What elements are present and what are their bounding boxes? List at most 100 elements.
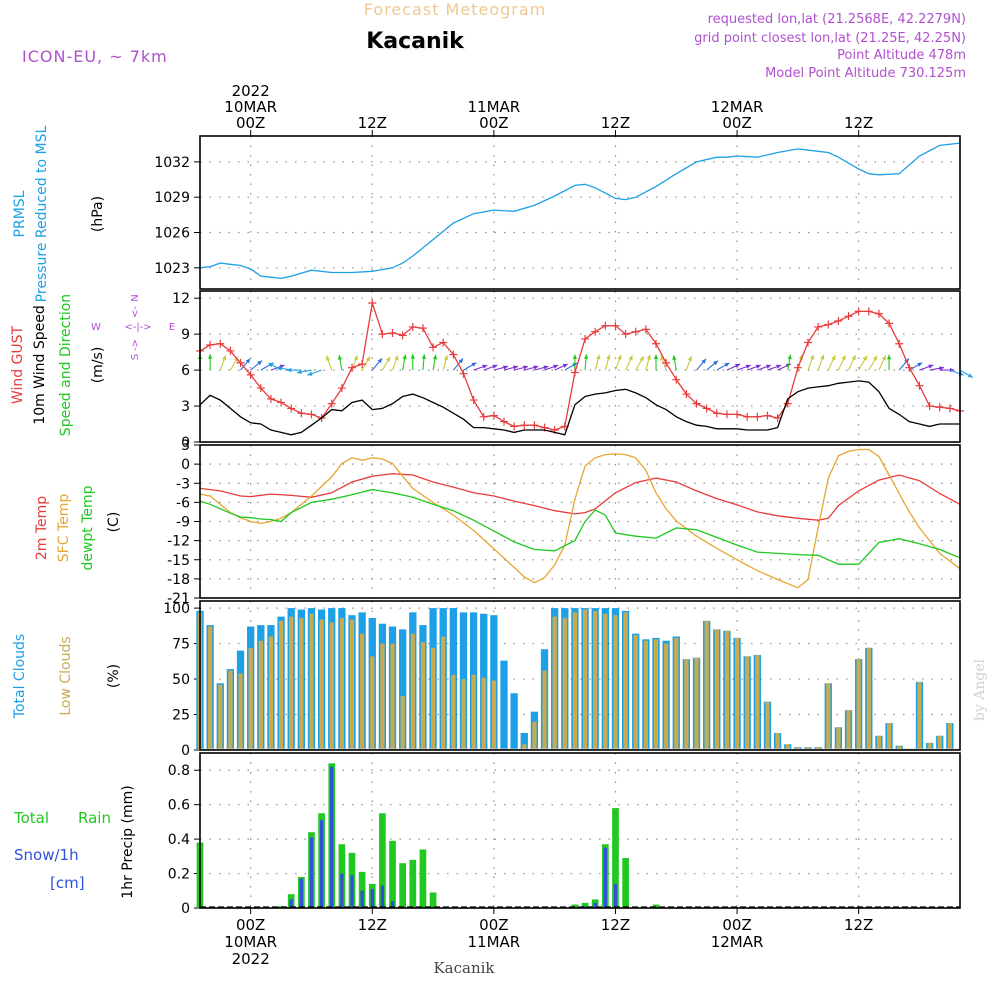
wind-arrowhead — [886, 354, 892, 360]
watermark: by Angel — [972, 658, 988, 721]
wind-arrowhead — [286, 367, 292, 373]
low_clouds-bar — [775, 732, 780, 750]
low_clouds-bar — [491, 680, 496, 750]
bottom-time-label: 10MAR — [224, 933, 277, 951]
bottom-time-label: 11MAR — [468, 933, 521, 951]
gust-point — [753, 412, 762, 421]
low_clouds-bar — [400, 696, 405, 750]
wind-arrowhead — [809, 354, 815, 360]
wind-arrowhead — [503, 365, 508, 370]
pressure-ytick-label: 1032 — [154, 155, 190, 171]
wind-arrowhead — [353, 355, 358, 361]
rain-bar — [581, 902, 589, 908]
low_clouds-bar — [886, 723, 892, 750]
wind-unit: (m/s) — [90, 347, 106, 384]
low_clouds-bar — [228, 670, 233, 750]
bottom-time-label: 00Z — [236, 916, 265, 934]
gust-point — [510, 422, 519, 431]
wind-arrowhead — [268, 362, 274, 368]
low_clouds-bar — [390, 643, 395, 750]
gust-point — [631, 327, 640, 336]
low_clouds-bar — [765, 701, 770, 750]
wind-arrowhead — [724, 362, 730, 367]
temp2m-line — [199, 473, 961, 521]
wind-arrowhead — [277, 366, 282, 371]
gust-point — [854, 307, 863, 316]
bottom-time-label: 2022 — [232, 950, 270, 968]
gust-point — [277, 398, 286, 407]
gust-point — [601, 321, 610, 330]
low_clouds-bar — [461, 679, 466, 750]
gust-point — [368, 298, 377, 307]
snow-bar — [319, 820, 324, 908]
wind-arrowhead — [543, 365, 549, 370]
wind-line — [199, 380, 960, 436]
low_clouds-bar — [410, 633, 415, 750]
wind-direction-arrows — [197, 354, 974, 378]
low_clouds-bar — [522, 744, 527, 750]
precip-ytick-label: 0.6 — [168, 798, 190, 814]
gust-point — [439, 338, 448, 347]
wind-arrowhead — [207, 354, 213, 359]
gust-point — [408, 322, 417, 331]
wind-arrowhead — [523, 365, 529, 370]
total_clouds-bar — [520, 732, 528, 750]
point-altitude: Point Altitude 478m — [837, 48, 966, 63]
low_clouds-bar — [603, 613, 608, 750]
model-label: ICON-EU, ~ 7km — [22, 47, 168, 66]
gust-point — [530, 421, 539, 430]
snow-bar — [289, 899, 293, 908]
wind-arrowhead — [628, 355, 633, 361]
clouds-frame — [199, 600, 961, 751]
rain-bar — [379, 813, 386, 908]
top-time-label: 00Z — [236, 114, 265, 132]
wind-arrowhead — [917, 362, 923, 367]
pressure-panel: 1023 1026 1029 1032 — [154, 130, 961, 290]
rain-bar — [429, 892, 437, 908]
wind-arrowhead — [872, 355, 878, 361]
low_clouds-bar — [582, 609, 588, 750]
gust-point — [874, 309, 883, 318]
temperature-ytick-label: -15 — [167, 553, 190, 569]
snow-bar — [360, 890, 364, 908]
dewpoint-label: dewpt Temp — [80, 485, 96, 570]
low_clouds-bar — [846, 710, 851, 750]
wind-arrowhead — [385, 356, 391, 362]
snow-bar — [299, 878, 303, 908]
temperature-ytick-label: 3 — [181, 438, 190, 454]
low_clouds-bar — [653, 639, 659, 750]
gust-point — [287, 404, 296, 413]
bottom-time-label: 00Z — [722, 916, 751, 934]
wind-arrowhead — [851, 355, 856, 361]
gust-point — [520, 421, 529, 430]
gust-point — [246, 370, 255, 379]
temp-panel-labels: 2m Temp SFC Temp dewpt Temp (C) — [34, 485, 122, 570]
gust-point — [348, 363, 356, 372]
cloud-panel-labels: Total Clouds Low Clouds (%) — [12, 634, 122, 719]
wind-arrowhead — [337, 355, 343, 360]
clouds-ytick-label: 100 — [163, 601, 190, 617]
low_clouds-bar — [745, 656, 750, 750]
rain-bar — [571, 904, 579, 908]
low_clouds-bar — [481, 677, 486, 750]
compass-west: W — [91, 322, 101, 333]
wind-arrowhead — [841, 355, 846, 361]
gust-point — [429, 343, 438, 352]
snow-bar — [613, 883, 618, 908]
low_clouds-bar — [542, 670, 547, 750]
low_clouds-bar — [704, 620, 709, 750]
wind-arrowhead — [745, 364, 751, 369]
gust-point — [570, 368, 579, 377]
wind-arrowhead — [672, 355, 677, 361]
bottom-time-label: 12Z — [358, 916, 387, 934]
wind-arrowhead — [443, 355, 449, 361]
precip-panel-labels: Total Rain Snow/1h [cm] 1hr Precip (mm) — [13, 785, 136, 898]
low_clouds-bar — [208, 626, 213, 750]
gust-point — [398, 331, 407, 340]
top-time-label: 12MAR — [711, 98, 764, 116]
temp-unit: (C) — [106, 512, 122, 533]
gust-point — [844, 312, 853, 321]
gust-point — [935, 403, 944, 412]
gust-point — [226, 346, 235, 355]
gust-label: Wind GUST — [10, 325, 26, 404]
